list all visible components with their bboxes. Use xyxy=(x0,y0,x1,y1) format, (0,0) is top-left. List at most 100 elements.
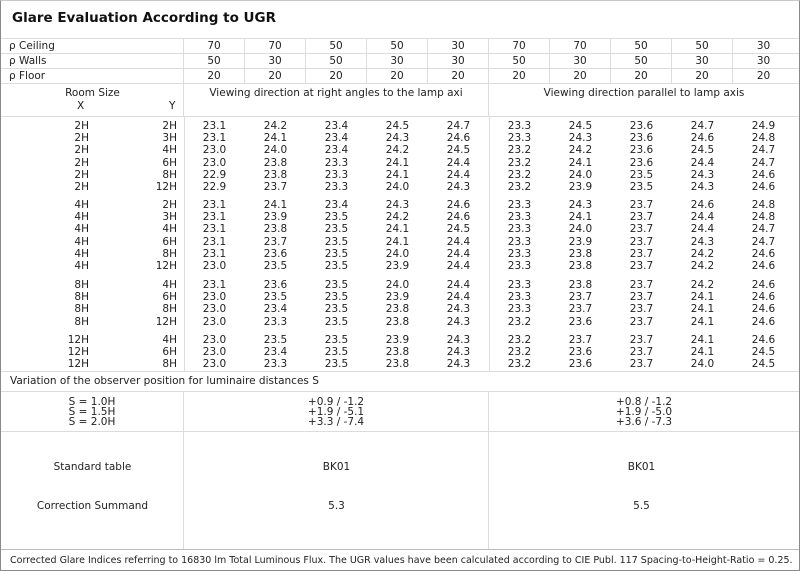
ugr-value: 23.9 xyxy=(385,260,410,272)
ugr-value: 23.2 xyxy=(507,346,532,359)
table-row: 2H 3H 23.1 24.1 23.4 24.3 24.6 23.3 24.3 23.6 24.6… xyxy=(1,132,799,144)
reflectance-value: 20 xyxy=(428,69,489,83)
ugr-value: 24.3 xyxy=(385,132,410,145)
ugr-value: 23.5 xyxy=(324,223,349,236)
variation-parallel: +0.8 / -1.2 +1.9 / -5.0 +3.6 / -7.3 xyxy=(489,392,799,431)
ugr-value: 23.0 xyxy=(202,156,227,169)
footer-row: Corrected Glare Indices referring to 168… xyxy=(1,549,799,571)
ugr-value: 24.1 xyxy=(263,199,288,211)
parallel-header: Viewing direction parallel to lamp axis xyxy=(543,87,745,99)
ugr-value: 23.6 xyxy=(629,144,654,157)
ugr-value: 23.1 xyxy=(202,235,227,248)
reflectance-value: 50 xyxy=(489,54,550,68)
variation-value: +3.3 / -7.4 xyxy=(307,416,365,428)
ugr-value: 24.1 xyxy=(690,334,715,346)
table-row: 8H 6H 23.0 23.5 23.5 23.9 24.4 23.3 23.7 23.7 24.1… xyxy=(1,291,799,303)
x-label: X xyxy=(77,100,85,112)
ugr-value: 23.9 xyxy=(263,211,288,224)
room-x: 4H xyxy=(74,247,89,260)
ugr-value: 23.7 xyxy=(568,334,593,346)
ugr-value: 23.6 xyxy=(568,358,593,371)
table-row: 2H 4H 23.0 24.0 23.4 24.2 24.5 23.2 24.2 23.6 24.5… xyxy=(1,144,799,156)
ugr-value: 23.9 xyxy=(568,235,593,248)
table-row: 12H 4H 23.0 23.5 23.5 23.9 24.3 23.2 23.7 23.7 24.… xyxy=(1,334,799,346)
ugr-value: 23.5 xyxy=(324,211,349,224)
ugr-value: 23.7 xyxy=(629,235,654,248)
room-x: 12H xyxy=(67,358,89,371)
ugr-value: 23.3 xyxy=(263,315,288,328)
correction-right-angles: 5.3 xyxy=(328,500,345,512)
ugr-value: 24.6 xyxy=(446,211,471,224)
reflectance-value: 30 xyxy=(245,54,306,68)
ugr-value: 23.5 xyxy=(324,260,349,272)
ugr-value: 23.4 xyxy=(324,199,349,211)
y-label: Y xyxy=(169,100,176,112)
ugr-value: 23.0 xyxy=(202,346,227,359)
ugr-value: 23.7 xyxy=(629,303,654,316)
page-title: Glare Evaluation According to UGR xyxy=(12,10,276,26)
ugr-value: 23.0 xyxy=(202,260,227,272)
ugr-value: 24.3 xyxy=(446,181,471,193)
room-size-label: Room Size xyxy=(65,87,120,99)
room-y: 12H xyxy=(155,315,177,328)
ugr-value: 24.5 xyxy=(446,223,471,236)
room-x: 4H xyxy=(74,223,89,236)
ugr-value: 23.0 xyxy=(202,303,227,316)
room-x: 2H xyxy=(74,132,89,145)
reflectance-row: ρ Ceiling 70 70 50 50 30 70 70 50 50 30 xyxy=(1,38,799,53)
table-row: 2H 8H 22.9 23.8 23.3 24.1 24.4 23.2 24.0 23.5 24.3… xyxy=(1,169,799,181)
ugr-value: 24.3 xyxy=(446,303,471,316)
reflectance-value: 20 xyxy=(245,69,306,83)
ugr-value: 24.6 xyxy=(751,168,776,181)
ugr-value: 23.6 xyxy=(629,132,654,145)
ugr-value: 23.3 xyxy=(507,199,532,211)
ugr-value: 24.1 xyxy=(385,168,410,181)
ugr-value: 23.2 xyxy=(507,168,532,181)
ugr-value: 24.7 xyxy=(690,120,715,132)
ugr-value: 23.9 xyxy=(385,291,410,304)
ugr-value: 23.3 xyxy=(507,279,532,291)
room-x: 8H xyxy=(74,315,89,328)
variation-label-row: Variation of the observer position for l… xyxy=(1,371,799,391)
room-y: 8H xyxy=(162,303,177,316)
reflectance-value: 50 xyxy=(184,54,245,68)
room-x: 2H xyxy=(74,144,89,157)
reflectance-value: 30 xyxy=(367,54,428,68)
table-row: 2H 2H 23.1 24.2 23.4 24.5 24.7 23.3 24.5 23.6 24.7… xyxy=(1,120,799,132)
room-y: 4H xyxy=(162,279,177,291)
ugr-value: 24.3 xyxy=(385,199,410,211)
ugr-value: 24.6 xyxy=(690,132,715,145)
ugr-value: 23.0 xyxy=(202,315,227,328)
ugr-value: 23.1 xyxy=(202,247,227,260)
ugr-value: 23.7 xyxy=(629,279,654,291)
ugr-value: 23.5 xyxy=(324,346,349,359)
ugr-value: 23.2 xyxy=(507,334,532,346)
table-row: 4H 8H 23.1 23.6 23.5 24.0 24.4 23.3 23.8 23.7 24.2… xyxy=(1,248,799,260)
ugr-value: 24.4 xyxy=(446,279,471,291)
room-y: 3H xyxy=(162,132,177,145)
ugr-value: 24.6 xyxy=(751,279,776,291)
ugr-value: 24.7 xyxy=(446,120,471,132)
ugr-value: 23.3 xyxy=(507,303,532,316)
ugr-value: 23.6 xyxy=(629,156,654,169)
ugr-value: 23.8 xyxy=(385,346,410,359)
ugr-value: 23.6 xyxy=(263,247,288,260)
reflectance-value: 50 xyxy=(611,39,672,53)
right-angles-header: Viewing direction at right angles to the… xyxy=(184,84,489,116)
ugr-value: 24.6 xyxy=(446,199,471,211)
s-label: S = 1.0H xyxy=(68,396,116,408)
summary-parallel: BK01 5.5 xyxy=(489,432,799,549)
room-y: 2H xyxy=(162,120,177,132)
reflectance-label: ρ Ceiling xyxy=(1,39,184,53)
reflectance-value: 30 xyxy=(428,54,489,68)
table-row: 8H 4H 23.1 23.6 23.5 24.0 24.4 23.3 23.8 23.7 24.2… xyxy=(1,279,799,291)
reflectance-value: 20 xyxy=(184,69,245,83)
ugr-value: 24.4 xyxy=(446,260,471,272)
ugr-value: 24.1 xyxy=(385,235,410,248)
ugr-value: 24.6 xyxy=(751,181,776,193)
ugr-value: 23.5 xyxy=(324,247,349,260)
ugr-value: 24.4 xyxy=(446,168,471,181)
ugr-value: 24.1 xyxy=(385,223,410,236)
reflectance-value: 30 xyxy=(672,54,733,68)
reflectance-value: 70 xyxy=(550,39,611,53)
